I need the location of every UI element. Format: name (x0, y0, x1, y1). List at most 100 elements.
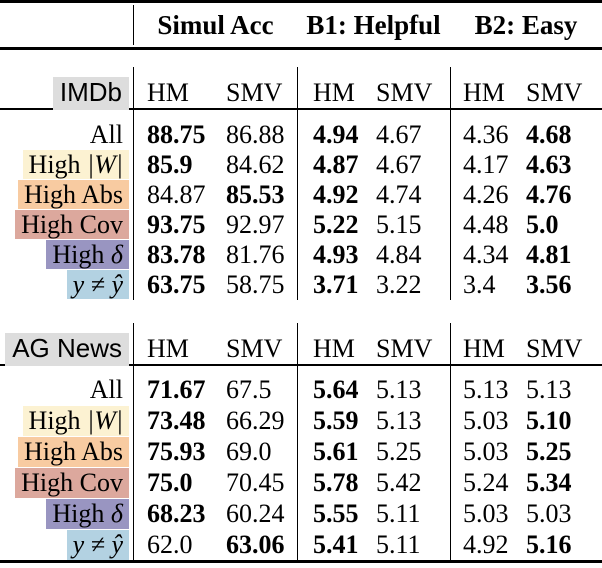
value-cell: 4.48 (450, 210, 513, 240)
value-cell: 85.53 (226, 180, 285, 209)
value-cell: 63.75 (133, 270, 213, 300)
value-cell: 85.9 (133, 150, 213, 180)
row-label-high-cov: High Cov (0, 210, 133, 240)
value-cell: 83.78 (133, 240, 213, 270)
value-cell: 5.24 (450, 467, 513, 498)
row-highlight: High Abs (18, 180, 129, 209)
row-label-high-abs: High Abs (0, 180, 133, 210)
row-highlight: y ≠ ŷ (66, 270, 129, 299)
value-cell: 84.87 (133, 180, 213, 210)
row-label-math: δ (110, 240, 123, 269)
value-cell: 81.76 (226, 240, 285, 269)
row-label-text: High Cov (21, 468, 123, 497)
value-cell: 5.16 (526, 530, 572, 559)
value-cell: 4.94 (297, 110, 363, 150)
value-cell: 4.84 (376, 240, 422, 269)
section-label-imdb: IMDb (52, 77, 129, 110)
value-cell: 5.03 (450, 405, 513, 436)
value-cell: 84.62 (226, 150, 285, 179)
imdb-col-header-smv-1: SMV (213, 67, 297, 110)
row-highlight: All (84, 375, 129, 405)
value-cell: 5.64 (297, 366, 363, 405)
row-label-text: High (52, 499, 111, 528)
value-cell: 4.81 (526, 240, 572, 269)
row-label-mispredicted: y ≠ ŷ (0, 529, 133, 560)
row-label-high-cov: High Cov (0, 467, 133, 498)
bottom-rule (0, 560, 602, 563)
value-cell: 60.24 (226, 499, 285, 528)
row-label-high-delta: High δ (0, 240, 133, 270)
value-cell: 4.36 (450, 110, 513, 150)
value-cell: 88.75 (133, 110, 213, 150)
value-cell: 69.0 (226, 437, 272, 466)
value-cell: 5.10 (526, 406, 572, 435)
value-cell: 63.06 (226, 530, 285, 559)
value-cell: 3.4 (450, 270, 513, 300)
value-cell: 5.55 (297, 498, 363, 529)
value-cell: 4.67 (376, 150, 422, 179)
imdb-section-header-cell: IMDb (0, 67, 133, 110)
ag-news-section: AG News HM SMV HM SMV HM SMV All 71.67 6… (0, 323, 602, 560)
value-cell: 5.42 (376, 468, 422, 497)
value-cell: 5.0 (526, 210, 559, 239)
value-cell: 3.22 (376, 270, 422, 299)
imdb-col-header-hm-3: HM (450, 67, 513, 110)
value-cell: 70.45 (226, 468, 285, 497)
value-cell: 5.22 (297, 210, 363, 240)
value-cell: 66.29 (226, 406, 285, 435)
ag-col-header-smv-3: SMV (513, 323, 602, 366)
row-highlight: y ≠ ŷ (66, 530, 129, 560)
value-cell: 62.0 (133, 529, 213, 560)
table-header-row: Simul Acc B1: Helpful B2: Easy (0, 3, 602, 50)
row-label-text: High (52, 240, 111, 269)
row-label-all: All (0, 110, 133, 150)
value-cell: 5.13 (376, 375, 422, 404)
row-label-high-delta: High δ (0, 498, 133, 529)
row-highlight: High |W| (22, 150, 129, 179)
row-highlight: All (84, 120, 129, 149)
row-label-math: y ≠ ŷ (72, 270, 123, 299)
value-cell: 5.78 (297, 467, 363, 498)
value-cell: 5.13 (376, 406, 422, 435)
value-cell: 68.23 (133, 498, 213, 529)
row-label-math: |W| (87, 406, 123, 435)
ag-col-header-smv-1: SMV (213, 323, 297, 366)
ag-col-header-smv-2: SMV (363, 323, 450, 366)
row-label-text: High (28, 406, 88, 435)
imdb-col-header-smv-3: SMV (513, 67, 602, 110)
value-cell: 75.0 (133, 467, 213, 498)
value-cell: 4.87 (297, 150, 363, 180)
value-cell: 93.75 (133, 210, 213, 240)
row-label-text: High Abs (24, 180, 123, 209)
value-cell: 4.34 (450, 240, 513, 270)
row-highlight: High |W| (22, 406, 129, 436)
value-cell: 5.61 (297, 436, 363, 467)
value-cell: 67.5 (226, 375, 272, 404)
top-rule (0, 0, 602, 3)
row-highlight: High Cov (15, 210, 129, 239)
value-cell: 5.03 (526, 499, 572, 528)
imdb-section: IMDb HM SMV HM SMV HM SMV All 88.75 86.8… (0, 67, 602, 300)
row-highlight: High δ (46, 499, 129, 529)
value-cell: 4.63 (526, 150, 572, 179)
row-label-math: |W| (87, 150, 123, 179)
value-cell: 4.93 (297, 240, 363, 270)
col-group-simul-acc: Simul Acc (133, 5, 297, 45)
ag-col-header-hm-3: HM (450, 323, 513, 366)
row-label-text: High (28, 150, 88, 179)
value-cell: 5.03 (450, 436, 513, 467)
value-cell: 4.67 (376, 120, 422, 149)
value-cell: 5.25 (376, 437, 422, 466)
value-cell: 4.92 (450, 529, 513, 560)
section-label-ag-news: AG News (5, 333, 129, 366)
value-cell: 5.25 (526, 437, 572, 466)
value-cell: 5.15 (376, 210, 422, 239)
row-highlight: High δ (46, 240, 129, 269)
value-cell: 5.11 (376, 499, 421, 528)
value-cell: 5.13 (450, 366, 513, 405)
row-label-math: δ (110, 499, 123, 528)
value-cell: 58.75 (226, 270, 285, 299)
row-label-high-w: High |W| (0, 405, 133, 436)
header-empty-cell (0, 5, 133, 45)
